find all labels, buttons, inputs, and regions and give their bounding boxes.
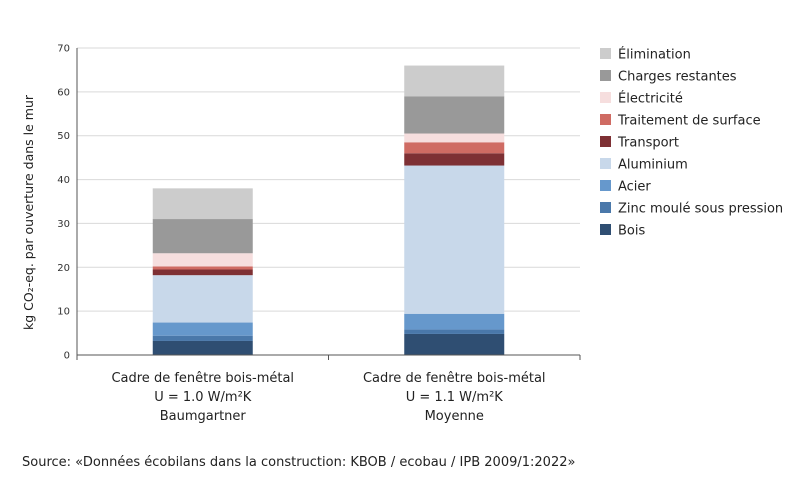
y-tick-labels: 0 10 20 30 40 50 60 70 [57, 44, 70, 362]
category-labels: Cadre de fenêtre bois-métal U = 1.0 W/m²K… [111, 371, 545, 424]
legend-swatch [600, 92, 611, 103]
legend-label: Acier [618, 180, 651, 195]
category-label: U = 1.0 W/m²K [154, 390, 252, 405]
bar-segment [404, 313, 505, 330]
legend-label: Traitement de surface [617, 114, 761, 129]
bar-segment [404, 153, 505, 166]
y-axis-label: kg CO₂-eq. par ouverture dans le mur [21, 94, 36, 330]
y-tick-label: 40 [57, 175, 70, 186]
y-tick-label: 70 [57, 44, 70, 55]
legend-label: Zinc moulé sous pression [618, 202, 783, 217]
bar-segment [152, 269, 253, 276]
y-tick-label: 60 [57, 87, 70, 98]
legend-swatch [600, 180, 611, 191]
bar-segment [404, 333, 505, 355]
legend-label: Élimination [618, 47, 691, 63]
gridlines [77, 47, 580, 312]
category-label: U = 1.1 W/m²K [406, 390, 504, 405]
legend-label: Charges restantes [618, 70, 737, 85]
axes [76, 48, 581, 360]
legend-swatch [600, 158, 611, 169]
bar-segment [404, 96, 505, 134]
bar-segment [152, 266, 253, 270]
bar-segment [404, 142, 505, 154]
bar-segment [152, 340, 253, 355]
y-tick-label: 20 [57, 263, 70, 274]
legend-label: Électricité [618, 91, 683, 107]
legend-swatch [600, 48, 611, 59]
bar-segment [404, 165, 505, 314]
legend: Élimination Charges restantes Électricité T… [600, 47, 783, 239]
category-label: Cadre de fenêtre bois-métal [111, 371, 294, 386]
stacked-bar-chart: 0 10 20 30 40 50 60 70 kg CO₂-eq. par ouverture… [21, 44, 783, 425]
y-tick-label: 10 [57, 307, 70, 318]
category-label: Cadre de fenêtre bois-métal [363, 371, 546, 386]
source-note: Source: «Données écobilans dans la const… [22, 455, 576, 470]
category-label: Baumgartner [160, 409, 247, 424]
bar-segment [404, 133, 505, 143]
legend-swatch [600, 114, 611, 125]
bar-segment [404, 65, 505, 97]
y-tick-label: 50 [57, 131, 70, 142]
legend-swatch [600, 136, 611, 147]
bar-segment [152, 335, 253, 341]
y-tick-label: 30 [57, 219, 70, 230]
bars [152, 65, 505, 355]
legend-label: Transport [617, 136, 679, 151]
y-tick-label: 0 [64, 351, 70, 362]
legend-label: Aluminium [618, 158, 688, 173]
category-label: Moyenne [425, 409, 484, 424]
bar-segment [404, 329, 505, 334]
bar-segment [152, 253, 253, 267]
bar-segment [152, 188, 253, 220]
bar-segment [152, 275, 253, 323]
legend-swatch [600, 202, 611, 213]
legend-swatch [600, 70, 611, 81]
bar-segment [152, 219, 253, 254]
legend-swatch [600, 224, 611, 235]
legend-label: Bois [618, 224, 645, 239]
bar-segment [152, 322, 253, 336]
